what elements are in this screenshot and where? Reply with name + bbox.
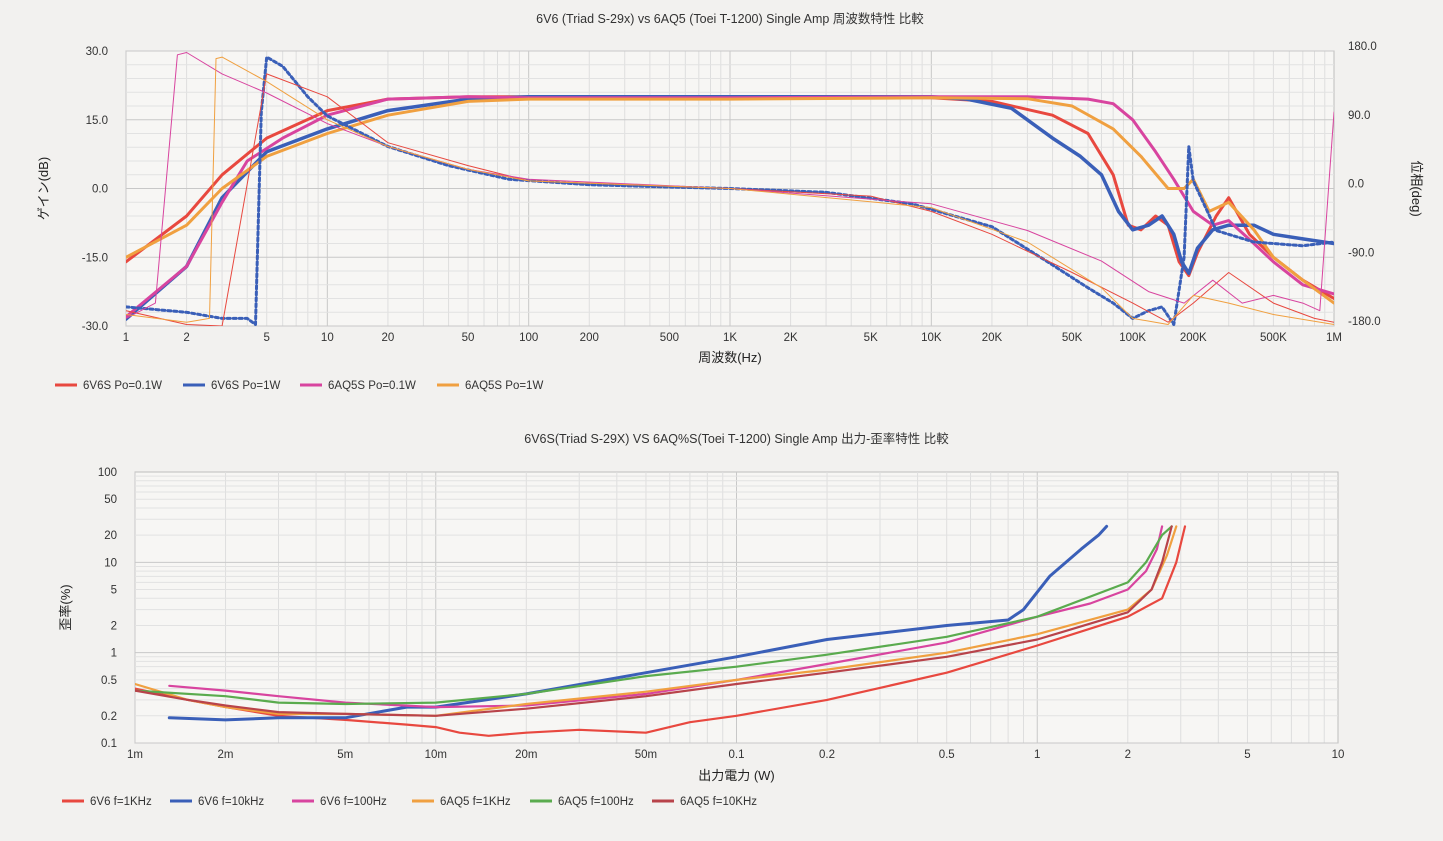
y-tick-label: -30.0	[82, 321, 108, 333]
x-tick-label: 2	[1125, 749, 1131, 761]
x-tick-label: 500K	[1260, 332, 1287, 344]
legend-label: 6AQ5S Po=1W	[465, 380, 543, 392]
legend-label: 6V6S Po=1W	[211, 380, 281, 392]
x-tick-label: 1	[123, 332, 129, 344]
x-axis-label: 出力電力 (W)	[698, 768, 775, 783]
y2-tick-labels: 180.0 90.0 0.0 -90.0 -180.0	[1348, 41, 1381, 328]
series-line	[168, 525, 1164, 709]
series-group	[135, 524, 1187, 737]
y-tick-label: -15.0	[82, 252, 108, 264]
x-tick-label: 5	[1244, 749, 1250, 761]
y2-tick-label: 180.0	[1348, 41, 1377, 53]
y-tick-label: 5	[111, 585, 117, 597]
x-tick-label: 200	[580, 332, 599, 344]
chart-title: 6V6 (Triad S-29x) vs 6AQ5 (Toei T-1200) …	[536, 11, 924, 26]
x-tick-label: 20	[382, 332, 395, 344]
legend: 6V6 f=1KHz 6V6 f=10kHz 6V6 f=100Hz 6AQ5 f=1…	[62, 796, 757, 808]
x-tick-label: 2m	[218, 749, 234, 761]
y-tick-label: 10	[104, 557, 117, 569]
legend-label: 6AQ5 f=100Hz	[558, 796, 634, 808]
x-tick-label: 10m	[425, 749, 447, 761]
x-tick-label: 500	[660, 332, 679, 344]
y-tick-label: 20	[104, 530, 117, 542]
series-line	[126, 56, 1334, 325]
x-tick-label: 10	[321, 332, 334, 344]
x-tick-label: 5m	[337, 749, 353, 761]
y-axis-label: ゲイン(dB)	[36, 157, 51, 220]
x-tick-label: 20K	[982, 332, 1003, 344]
x-tick-label: 200K	[1180, 332, 1207, 344]
x-tick-label: 2	[183, 332, 189, 344]
x-tick-label: 20m	[515, 749, 537, 761]
legend-label: 6V6 f=10kHz	[198, 796, 264, 808]
x-tick-label: 100	[519, 332, 538, 344]
chart-title: 6V6S(Triad S-29X) VS 6AQ%S(Toei T-1200) …	[524, 431, 949, 446]
x-tick-label: 0.5	[939, 749, 955, 761]
legend-label: 6V6 f=1KHz	[90, 796, 152, 808]
x-tick-label: 100K	[1119, 332, 1146, 344]
x-tick-label: 10	[1332, 749, 1345, 761]
x-tick-label: 2K	[784, 332, 798, 344]
x-tick-label: 1	[1034, 749, 1040, 761]
y2-tick-label: -90.0	[1348, 247, 1374, 259]
legend: 6V6S Po=0.1W 6V6S Po=1W 6AQ5S Po=0.1W 6AQ5S…	[55, 380, 543, 392]
x-tick-label: 50m	[635, 749, 657, 761]
y2-tick-label: 0.0	[1348, 179, 1364, 191]
y-tick-label: 2	[111, 620, 117, 632]
series-line	[167, 524, 1109, 722]
chart-freq: 1 2 5 10 20 50 100 200 500 1K 2K 5K 10K 20K 50K 100K 200…	[36, 11, 1424, 392]
legend-label: 6AQ5S Po=0.1W	[328, 380, 416, 392]
legend-label: 6AQ5 f=10KHz	[680, 796, 757, 808]
series-line	[126, 52, 1334, 319]
chart-thd: 1m 2m 5m 10m 20m 50m 0.1 0.2 0.5 1 2 5 10 100 50 20 10 5 2…	[58, 431, 1344, 808]
x-tick-label: 50	[462, 332, 475, 344]
y-tick-label: 0.0	[92, 184, 108, 196]
series-line	[126, 95, 1334, 319]
x-tick-label: 0.1	[729, 749, 745, 761]
legend-label: 6V6S Po=0.1W	[83, 380, 162, 392]
x-tick-label: 5K	[864, 332, 878, 344]
y-tick-label: 0.2	[101, 711, 117, 723]
x-tick-label: 0.2	[819, 749, 835, 761]
y2-tick-label: 90.0	[1348, 110, 1370, 122]
x-tick-label: 10K	[921, 332, 942, 344]
y2-axis-label: 位相(deg)	[1409, 160, 1424, 216]
y-tick-label: 30.0	[86, 46, 108, 58]
y-tick-label: 15.0	[86, 115, 108, 127]
y-tick-label: 0.5	[101, 675, 117, 687]
y-tick-label: 100	[98, 467, 117, 479]
y-axis-label: 歪率(%)	[58, 584, 73, 630]
y-tick-label: 1	[111, 648, 117, 660]
y-tick-labels: 30.0 15.0 0.0 -15.0 -30.0	[82, 46, 108, 333]
series-line	[126, 96, 1334, 305]
y-tick-label: 50	[104, 494, 117, 506]
x-tick-label: 50K	[1062, 332, 1083, 344]
x-tick-label: 5	[264, 332, 270, 344]
series-line	[126, 95, 1334, 321]
y-tick-label: 0.1	[101, 738, 117, 750]
y-tick-labels: 100 50 20 10 5 2 1 0.5 0.2 0.1	[98, 467, 117, 750]
x-tick-labels: 1 2 5 10 20 50 100 200 500 1K 2K 5K 10K 20K 50K 100K 200…	[123, 332, 1342, 344]
x-tick-label: 1m	[127, 749, 143, 761]
series-line	[135, 525, 1173, 717]
series-line	[126, 73, 1334, 326]
x-tick-labels: 1m 2m 5m 10m 20m 50m 0.1 0.2 0.5 1 2 5 10	[127, 749, 1344, 761]
legend-label: 6AQ5 f=1KHz	[440, 796, 511, 808]
legend-label: 6V6 f=100Hz	[320, 796, 387, 808]
x-tick-label: 1M	[1326, 332, 1342, 344]
series-line	[135, 525, 1173, 706]
series-group	[126, 52, 1334, 326]
x-axis-label: 周波数(Hz)	[698, 350, 762, 365]
x-tick-label: 1K	[723, 332, 737, 344]
y2-tick-label: -180.0	[1348, 316, 1381, 328]
grid	[125, 50, 1334, 327]
